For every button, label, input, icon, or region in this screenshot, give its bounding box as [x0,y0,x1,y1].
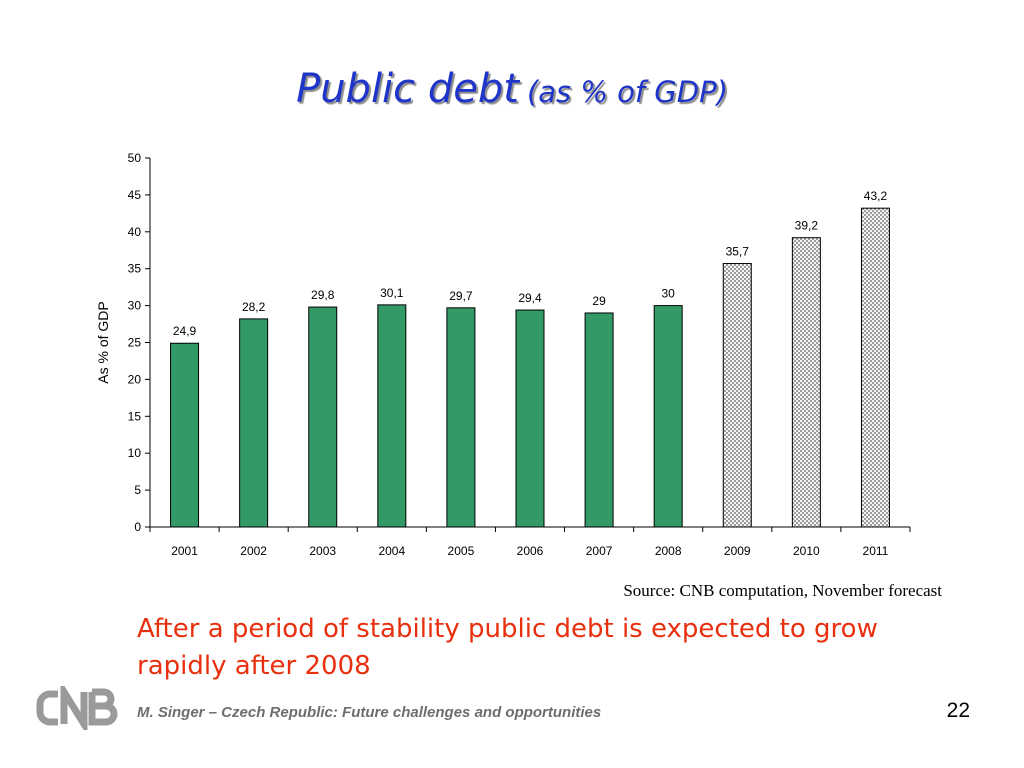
title-main: Public debt [296,66,519,112]
data-label: 39,2 [795,219,819,233]
bar [584,312,614,528]
x-tick-label: 2010 [793,544,820,558]
bar [377,304,407,528]
forecast-bar [791,237,821,528]
y-axis-label: As % of GDP [95,301,111,383]
y-tick-label: 5 [134,483,141,497]
x-tick-label: 2006 [517,544,544,558]
x-tick-label: 2003 [309,544,336,558]
data-label: 30 [662,287,676,301]
y-tick-label: 45 [128,188,142,202]
source-note: Source: CNB computation, November foreca… [623,581,942,600]
bar [446,307,476,528]
page-number: 22 [946,699,970,722]
x-tick-label: 2004 [378,544,405,558]
x-tick-label: 2005 [448,544,475,558]
data-label: 29,7 [449,289,473,303]
bar [239,318,269,528]
y-tick-label: 10 [128,446,142,460]
bar [515,309,545,528]
forecast-bar [722,263,752,528]
data-label: 30,1 [380,286,404,300]
x-tick-label: 2001 [171,544,198,558]
y-tick-label: 15 [128,409,142,423]
bar [653,305,683,528]
y-tick-label: 50 [128,151,142,165]
data-label: 24,9 [173,324,197,338]
key-message: After a period of stability public debt … [137,614,878,681]
bar [308,306,338,528]
y-tick-label: 25 [128,336,142,350]
data-label: 28,2 [242,300,266,314]
data-label: 29,4 [518,291,542,305]
y-tick-label: 30 [128,299,142,313]
y-tick-label: 40 [128,225,142,239]
bar-chart: 0 5 10 15 20 25 30 35 40 45 50 As % of GDP 24,9 2001 2… [95,151,911,558]
y-tick-label: 20 [128,372,142,386]
title-subtitle: (as % of GDP) [526,75,728,109]
cnb-logo [36,686,118,730]
data-label: 29 [592,294,606,308]
slide-title: Public debt (as % of GDP) [0,66,1024,112]
footer-text: M. Singer – Czech Republic: Future chall… [137,704,602,721]
y-tick-label: 35 [128,262,142,276]
forecast-bar [860,207,890,528]
data-label: 43,2 [864,189,888,203]
data-label: 29,8 [311,288,335,302]
data-label: 35,7 [726,245,750,259]
y-tick-label: 0 [134,520,141,534]
x-tick-label: 2007 [586,544,613,558]
x-tick-label: 2009 [724,544,751,558]
x-tick-label: 2011 [863,544,889,558]
x-tick-label: 2002 [240,544,267,558]
bar [170,342,200,528]
x-tick-label: 2008 [655,544,682,558]
